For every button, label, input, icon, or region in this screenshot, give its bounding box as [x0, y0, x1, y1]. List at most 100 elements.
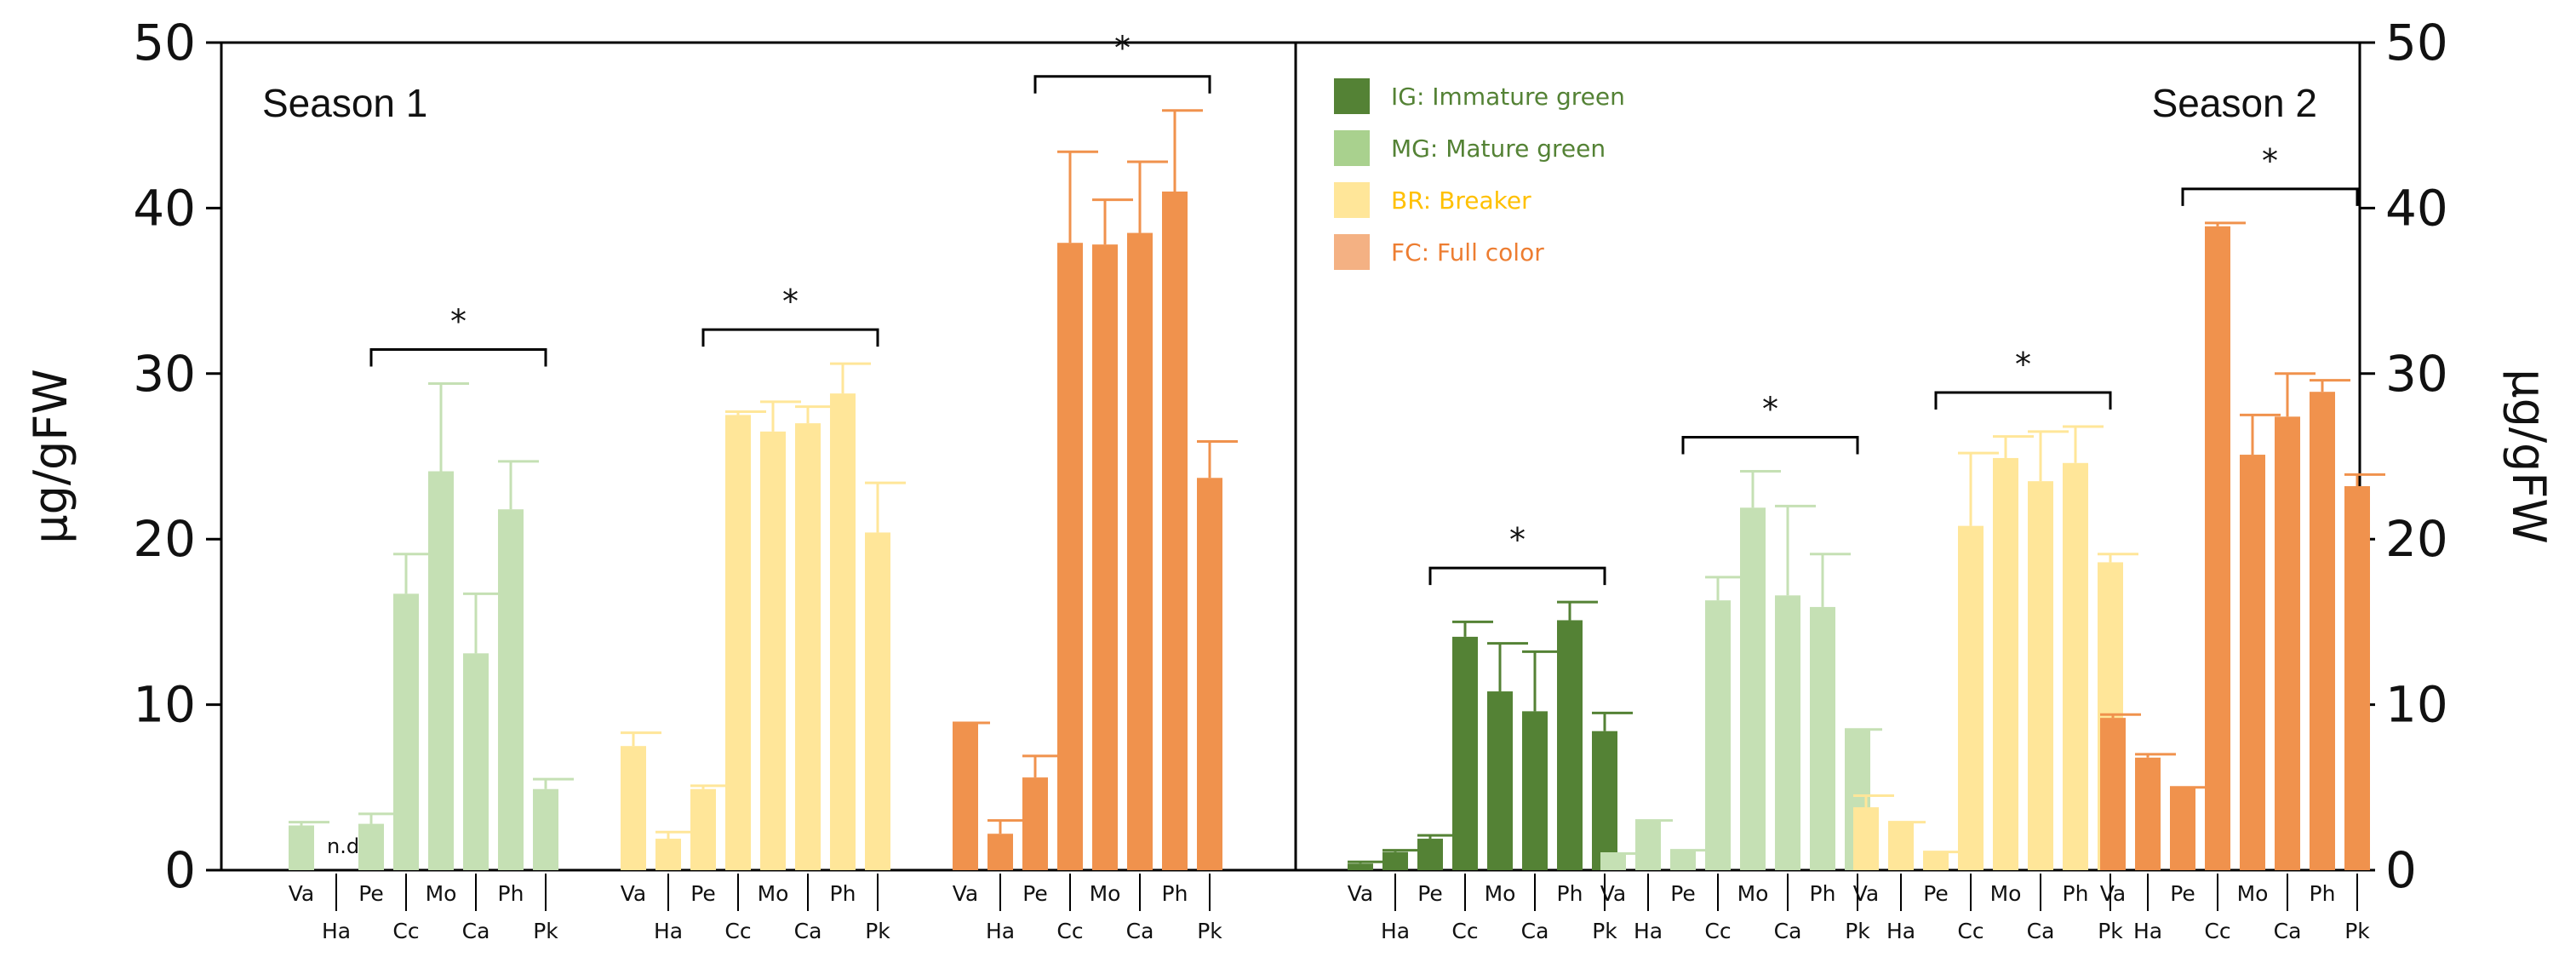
- bar-IG-Ha: [1382, 851, 1408, 870]
- y-tick-label-left: 50: [133, 14, 196, 72]
- plot-frame: [220, 41, 2361, 872]
- y-tick-label-left: 10: [133, 676, 196, 734]
- x-label-Ha: Ha: [322, 919, 351, 943]
- bar-FC-Cc: [1057, 243, 1083, 870]
- bar-BR-Ha: [655, 839, 681, 870]
- significance-star: *: [782, 283, 799, 320]
- bar-IG-Cc: [1452, 636, 1478, 870]
- significance-bracket: [1428, 566, 1606, 586]
- legend-label-IG: IG: Immature green: [1391, 83, 1625, 111]
- bar-IG-Ca: [1522, 711, 1548, 870]
- bar-IG-Ph: [1557, 620, 1583, 870]
- season-1-title: Season 1: [262, 81, 427, 125]
- x-label-Va: Va: [1853, 881, 1879, 906]
- x-label-Ha: Ha: [1634, 919, 1663, 943]
- y-tick-label-right: 30: [2385, 345, 2448, 403]
- season-2-title: Season 2: [2152, 81, 2317, 125]
- bar-BR-Pk: [865, 532, 890, 870]
- x-label-Ha: Ha: [1381, 919, 1410, 943]
- x-label-Mo: Mo: [1090, 881, 1121, 906]
- x-label-Ca: Ca: [462, 919, 490, 943]
- significance-bracket: [1033, 75, 1211, 94]
- x-label-Ha: Ha: [1886, 919, 1915, 943]
- legend-label-FC: FC: Full color: [1391, 238, 1544, 266]
- y-tick-label-right: 40: [2385, 179, 2448, 237]
- bar-MG-Pe: [358, 823, 384, 870]
- x-label-Mo: Mo: [758, 881, 789, 906]
- bar-FC-Ha: [987, 834, 1013, 870]
- bar-MG-Va: [1600, 853, 1626, 870]
- bar-FC-Mo: [2240, 455, 2265, 870]
- x-label-Pe: Pe: [1670, 881, 1696, 906]
- x-label-Mo: Mo: [426, 881, 457, 906]
- x-label-Ph: Ph: [1557, 881, 1583, 906]
- bar-MG-Ph: [1810, 606, 1835, 870]
- category-labels: VaHaPeCcMoCaPhPkVaHaPeCcMoCaPhPkVaHaPeCc…: [289, 874, 2370, 943]
- x-label-Pk: Pk: [865, 919, 890, 943]
- x-label-Ha: Ha: [986, 919, 1015, 943]
- bar-BR-Ha: [1888, 822, 1914, 870]
- x-label-Ph: Ph: [1162, 881, 1188, 906]
- y-axes: 0 0 10 10 20 20 30 30 40 40 50 50 μg/gFW μg/gFW: [24, 14, 2556, 899]
- x-label-Cc: Cc: [1451, 919, 1478, 943]
- y-tick-label-left: 40: [133, 179, 196, 237]
- significance-bracket: [1934, 391, 2112, 410]
- bar-MG-Pk: [533, 788, 558, 870]
- bar-MG-Ca: [1775, 595, 1800, 870]
- x-label-Ca: Ca: [1521, 919, 1549, 943]
- x-label-Cc: Cc: [1704, 919, 1731, 943]
- x-label-Pe: Pe: [358, 881, 384, 906]
- x-label-Pe: Pe: [2170, 881, 2195, 906]
- bar-BR-Ph: [830, 393, 856, 870]
- bar-IG-Va: [1348, 863, 1373, 870]
- x-label-Pe: Pe: [690, 881, 716, 906]
- x-label-Va: Va: [2100, 881, 2126, 906]
- significance-star: *: [1509, 521, 1526, 559]
- x-label-Va: Va: [1600, 881, 1626, 906]
- x-label-Ph: Ph: [2310, 881, 2336, 906]
- y-tick-label-left: 30: [133, 345, 196, 403]
- significance-bracket: [369, 347, 547, 367]
- y-tick-label-left: 20: [133, 510, 196, 568]
- y-tick-label-right: 50: [2385, 14, 2448, 72]
- x-label-Pk: Pk: [2098, 919, 2123, 943]
- x-label-Pk: Pk: [1197, 919, 1222, 943]
- x-label-Ca: Ca: [1774, 919, 1802, 943]
- legend-swatch-BR: [1334, 182, 1370, 218]
- bar-MG-Ph: [498, 509, 524, 870]
- bar-IG-Pk: [1592, 731, 1617, 870]
- x-label-Va: Va: [621, 881, 646, 906]
- x-label-Cc: Cc: [1957, 919, 1984, 943]
- x-label-Mo: Mo: [1990, 881, 2022, 906]
- bar-IG-Pe: [1417, 839, 1443, 870]
- bar-BR-Ca: [2028, 481, 2053, 870]
- bar-BR-Mo: [1993, 457, 2018, 870]
- bar-FC-Pe: [1022, 777, 1048, 870]
- bar-MG-Mo: [1740, 507, 1766, 870]
- bar-FC-Ha: [2135, 757, 2161, 870]
- bar-BR-Mo: [760, 431, 786, 871]
- x-label-Ca: Ca: [2027, 919, 2055, 943]
- bar-FC-Va: [2100, 718, 2126, 870]
- bar-FC-Pe: [2170, 787, 2195, 870]
- x-label-Cc: Cc: [724, 919, 751, 943]
- x-label-Cc: Cc: [2204, 919, 2230, 943]
- bar-MG-Cc: [1705, 600, 1731, 870]
- bar-FC-Va: [953, 722, 978, 870]
- significance-star: *: [450, 302, 467, 340]
- significance-star: *: [2015, 346, 2031, 383]
- x-label-Ca: Ca: [794, 919, 822, 943]
- x-label-Pe: Pe: [1022, 881, 1048, 906]
- x-label-Ph: Ph: [498, 881, 524, 906]
- bar-BR-Cc: [1958, 525, 1984, 870]
- x-label-Mo: Mo: [2237, 881, 2269, 906]
- significance-star: *: [1114, 30, 1131, 67]
- x-label-Pk: Pk: [1592, 919, 1617, 943]
- bar-MG-Cc: [393, 593, 419, 870]
- y-tick-label-right: 20: [2385, 510, 2448, 568]
- bar-BR-Va: [621, 746, 646, 870]
- x-label-Pe: Pe: [1923, 881, 1949, 906]
- bar-FC-Ph: [2310, 392, 2335, 871]
- bar-FC-Cc: [2205, 226, 2230, 870]
- x-label-Cc: Cc: [1056, 919, 1083, 943]
